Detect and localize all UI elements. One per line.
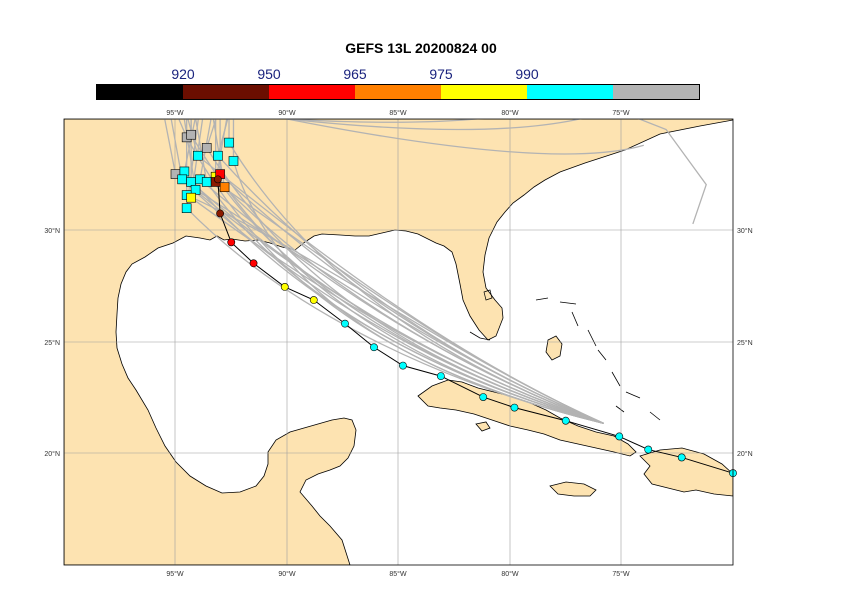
colorbar-label-965: 965 (343, 66, 367, 82)
landfall-square (177, 174, 187, 185)
lon-label-80w-top: 80°W (501, 109, 519, 117)
lon-label-80w-bottom: 80°W (501, 570, 519, 578)
landfall-square (219, 182, 230, 193)
colorbar-label-950: 950 (257, 66, 281, 82)
lat-label-30n-right: 30°N (737, 227, 753, 235)
mean-track-point (309, 296, 318, 304)
lat-label-30n-left: 30°N (44, 227, 60, 235)
colorbar-label-920: 920 (171, 66, 195, 82)
colorbar-label-975: 975 (429, 66, 453, 82)
jamaica-land (549, 481, 597, 497)
landfall-square (201, 143, 212, 153)
mean-track-point (510, 403, 519, 412)
mean-track-point (370, 343, 378, 352)
colorbar-frame (96, 84, 700, 100)
lake-okeechobee (483, 289, 493, 301)
mean-track-point (644, 445, 653, 454)
lon-label-90w-bottom: 90°W (278, 570, 296, 578)
isle-of-youth (475, 421, 491, 432)
landfall-square (213, 150, 223, 161)
colorbar-segment-3 (355, 84, 441, 100)
lat-label-20n-left: 20°N (44, 450, 60, 458)
colorbar-segment-6 (613, 84, 700, 100)
landfall-square (181, 203, 192, 213)
ensemble-track (214, 119, 604, 424)
lat-labels-left: 30°N 25°N 20°N (44, 227, 60, 458)
lon-label-85w-bottom: 85°W (389, 570, 407, 578)
bahamas-outlines (535, 297, 661, 421)
ensemble-track-recurve (286, 119, 583, 131)
colorbar-segment-5 (527, 84, 613, 100)
mean-track-point (216, 209, 224, 218)
landfall-square (224, 137, 234, 148)
colorbar-segment-0 (96, 84, 183, 100)
lon-label-75w-top: 75°W (612, 109, 630, 117)
colorbar-segment-1 (183, 84, 269, 100)
lon-label-95w-top: 95°W (166, 109, 184, 117)
landfall-square (228, 156, 239, 166)
mean-track-point (615, 432, 624, 441)
colorbar-segment-2 (269, 84, 355, 100)
mean-track-point (436, 372, 445, 381)
graticule (64, 119, 733, 565)
ensemble-track (194, 119, 604, 424)
landfall-square (201, 177, 212, 187)
landfall-square (193, 150, 203, 161)
lat-label-25n-right: 25°N (737, 339, 753, 347)
lon-labels-bottom: 95°W 90°W 85°W 80°W 75°W (166, 570, 630, 578)
landfall-square (186, 192, 196, 203)
ensemble-track (214, 119, 604, 424)
map-frame (63, 118, 734, 566)
mean-track-point (213, 175, 222, 184)
mean-track-points (213, 175, 737, 478)
ensemble-track (219, 119, 604, 424)
lat-label-20n-right: 20°N (737, 450, 753, 458)
hispaniola-land (639, 447, 733, 497)
mean-track-point (227, 238, 236, 247)
ensemble-track-hook (637, 119, 707, 225)
mean-track-point (399, 361, 407, 370)
mean-track-point (341, 319, 349, 328)
cuba-land (417, 379, 637, 457)
lon-label-95w-bottom: 95°W (166, 570, 184, 578)
us-mexico-land (64, 119, 733, 565)
colorbar-segment-4 (441, 84, 527, 100)
mean-track-point (249, 259, 258, 268)
mean-track-point (280, 283, 289, 291)
lat-label-25n-left: 25°N (44, 339, 60, 347)
mean-track-point (677, 453, 686, 462)
chart-title: GEFS 13L 20200824 00 (345, 40, 497, 56)
ensemble-track (212, 119, 604, 424)
lon-label-85w-top: 85°W (389, 109, 407, 117)
lat-labels-right: 30°N 25°N 20°N (737, 227, 753, 458)
mean-track-point (479, 393, 488, 401)
colorbar-label-990: 990 (515, 66, 539, 82)
lon-label-90w-top: 90°W (278, 109, 296, 117)
florida-keys (469, 331, 491, 341)
lon-labels-top: 95°W 90°W 85°W 80°W 75°W (166, 109, 630, 117)
ensemble-track-recurve (286, 119, 644, 155)
mean-track-point (561, 416, 570, 425)
landfall-square (186, 129, 196, 140)
land-layer (64, 119, 733, 565)
lon-label-75w-bottom: 75°W (612, 570, 630, 578)
